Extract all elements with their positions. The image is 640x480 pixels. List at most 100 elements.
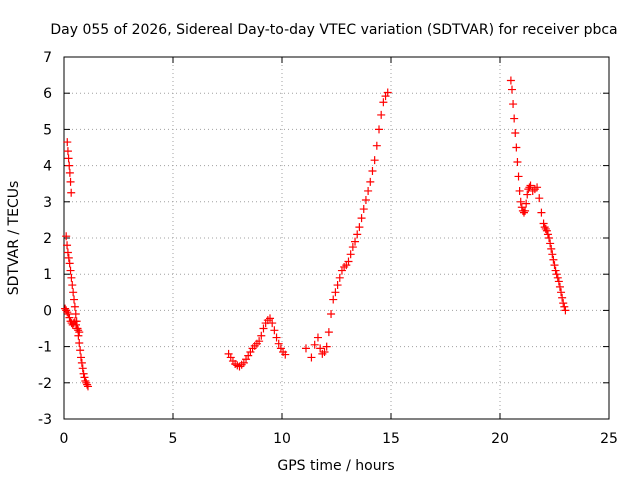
data-point [548, 250, 557, 259]
data-point [550, 261, 559, 270]
data-point [329, 295, 338, 304]
data-point [64, 154, 73, 163]
x-tick-label: 0 [60, 431, 69, 447]
data-point [76, 346, 85, 355]
data-point [377, 110, 386, 119]
data-point [68, 281, 77, 290]
data-point [511, 129, 520, 138]
data-point [266, 314, 275, 323]
data-point [83, 382, 92, 391]
data-point [64, 253, 73, 262]
data-point [83, 380, 92, 389]
data-point [370, 156, 379, 165]
data-point [346, 250, 355, 259]
data-point [82, 378, 91, 387]
data-point [507, 85, 516, 94]
data-point [541, 224, 550, 233]
data-point [537, 208, 546, 217]
y-tick-label: 1 [43, 267, 52, 283]
data-point [333, 281, 342, 290]
data-point [545, 234, 554, 242]
data-point [281, 350, 290, 359]
data-point [519, 208, 528, 217]
data-point [542, 226, 551, 235]
data-point [554, 277, 563, 286]
data-point [557, 288, 566, 297]
data-point [70, 302, 79, 311]
y-tick-label: -2 [38, 376, 52, 392]
data-point [372, 141, 381, 150]
data-point [552, 270, 561, 279]
data-point [355, 223, 364, 232]
data-point [535, 194, 544, 203]
data-point [366, 177, 375, 186]
data-point [523, 190, 532, 199]
data-point [558, 293, 567, 302]
data-point [375, 125, 384, 134]
data-point [255, 337, 264, 346]
data-point [75, 338, 84, 347]
data-point [359, 205, 368, 214]
x-tick-label: 15 [382, 431, 400, 447]
data-point [320, 348, 329, 357]
data-point [560, 302, 569, 311]
data-point [383, 88, 392, 97]
data-point [63, 248, 72, 257]
data-point [268, 319, 277, 328]
data-point [348, 243, 357, 252]
data-point [67, 273, 76, 282]
data-point [368, 167, 377, 176]
data-point [543, 230, 552, 239]
data-point [335, 273, 344, 282]
data-point [353, 230, 362, 239]
data-point [77, 353, 86, 362]
x-tick-label: 25 [600, 431, 618, 447]
x-tick-label: 5 [169, 431, 178, 447]
data-point [331, 288, 340, 297]
data-point [364, 186, 373, 195]
data-point [514, 172, 523, 181]
data-point [515, 186, 524, 195]
data-point [71, 320, 80, 329]
data-point [327, 310, 336, 319]
x-tick-label: 20 [491, 431, 509, 447]
data-point [361, 195, 370, 204]
data-point [77, 358, 86, 367]
data-point [551, 266, 560, 275]
data-point [70, 295, 79, 304]
data-point [526, 181, 535, 190]
y-tick-label: 5 [43, 122, 52, 138]
data-point [63, 241, 72, 250]
y-tick-label: 6 [43, 86, 52, 102]
data-point [357, 214, 366, 223]
data-point [301, 344, 310, 353]
data-point [509, 100, 518, 109]
data-point [64, 310, 73, 319]
data-point [533, 183, 542, 192]
y-tick-label: -1 [38, 340, 52, 356]
data-point [344, 257, 353, 266]
data-point [561, 306, 570, 315]
data-point [513, 157, 522, 166]
grid-lines [64, 57, 609, 419]
data-point [546, 239, 555, 248]
data-point [66, 266, 75, 275]
data-point [63, 308, 72, 317]
data-point [549, 255, 558, 264]
y-tick-label: 2 [43, 231, 52, 247]
data-point [351, 237, 360, 246]
data-point [75, 328, 84, 337]
data-point [559, 299, 568, 308]
data-points [61, 76, 570, 391]
data-point [322, 342, 331, 351]
data-point [310, 340, 319, 349]
y-tick-label: 0 [43, 303, 52, 319]
data-point [272, 333, 281, 342]
y-tick-label: 7 [43, 50, 52, 66]
x-tick-labels: 0 5 10 15 20 25 [60, 431, 618, 447]
data-point [74, 326, 83, 335]
data-point [324, 328, 333, 337]
data-point [65, 259, 74, 268]
data-point [71, 310, 80, 319]
